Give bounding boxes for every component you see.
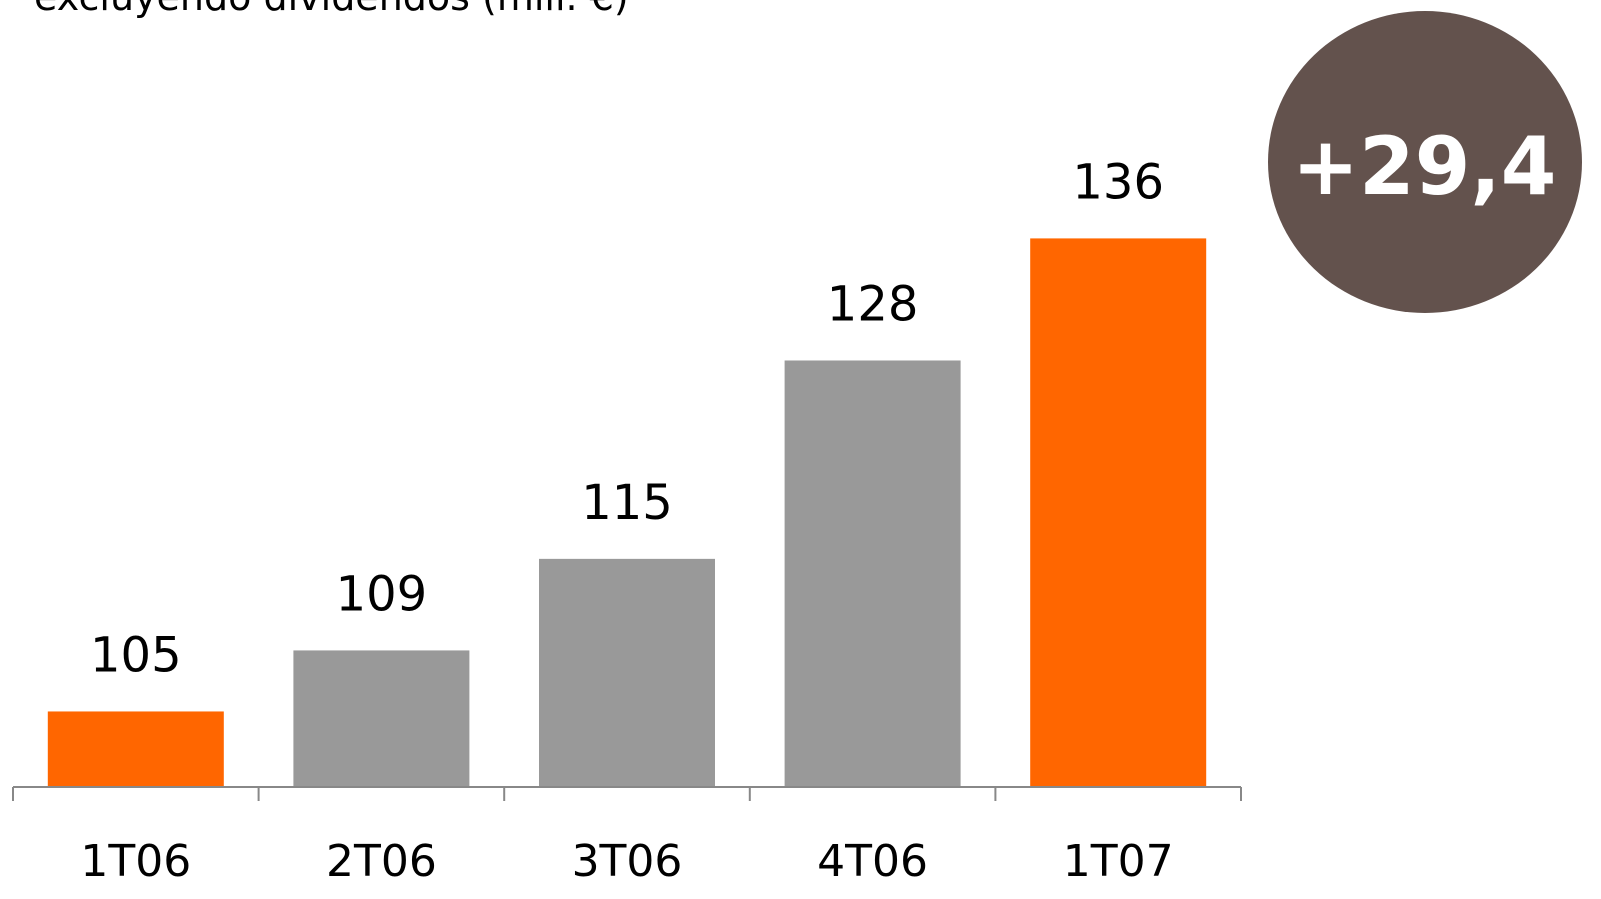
data-label-1t06: 105	[90, 627, 182, 683]
data-labels-group: 105 109 115 128 136	[90, 154, 1164, 683]
bar-2t06	[293, 650, 470, 787]
data-label-4t06: 128	[827, 276, 919, 332]
badge-circle	[1268, 11, 1582, 313]
data-label-1t07: 136	[1072, 154, 1164, 210]
tick-label-4t06: 4T06	[817, 836, 928, 887]
bars-group	[47, 238, 1207, 787]
bar-1t06	[47, 711, 224, 787]
chart-title: excluyendo dividendos (mill. €)	[34, 0, 629, 19]
tick-label-1t06: 1T06	[80, 836, 191, 887]
data-label-2t06: 109	[336, 566, 428, 622]
tick-label-3t06: 3T06	[572, 836, 683, 887]
badge-value: +29,4	[1292, 120, 1556, 213]
bar-3t06	[539, 558, 715, 787]
bar-4t06	[784, 360, 961, 787]
x-axis	[12, 786, 1242, 801]
tick-labels-group: 1T06 2T06 3T06 4T06 1T07	[80, 836, 1173, 887]
tick-label-2t06: 2T06	[326, 836, 437, 887]
data-label-3t06: 115	[581, 475, 673, 531]
tick-label-1t07: 1T07	[1063, 836, 1174, 887]
growth-badge: +29,4	[1268, 11, 1582, 313]
bar-1t07	[1030, 238, 1207, 787]
